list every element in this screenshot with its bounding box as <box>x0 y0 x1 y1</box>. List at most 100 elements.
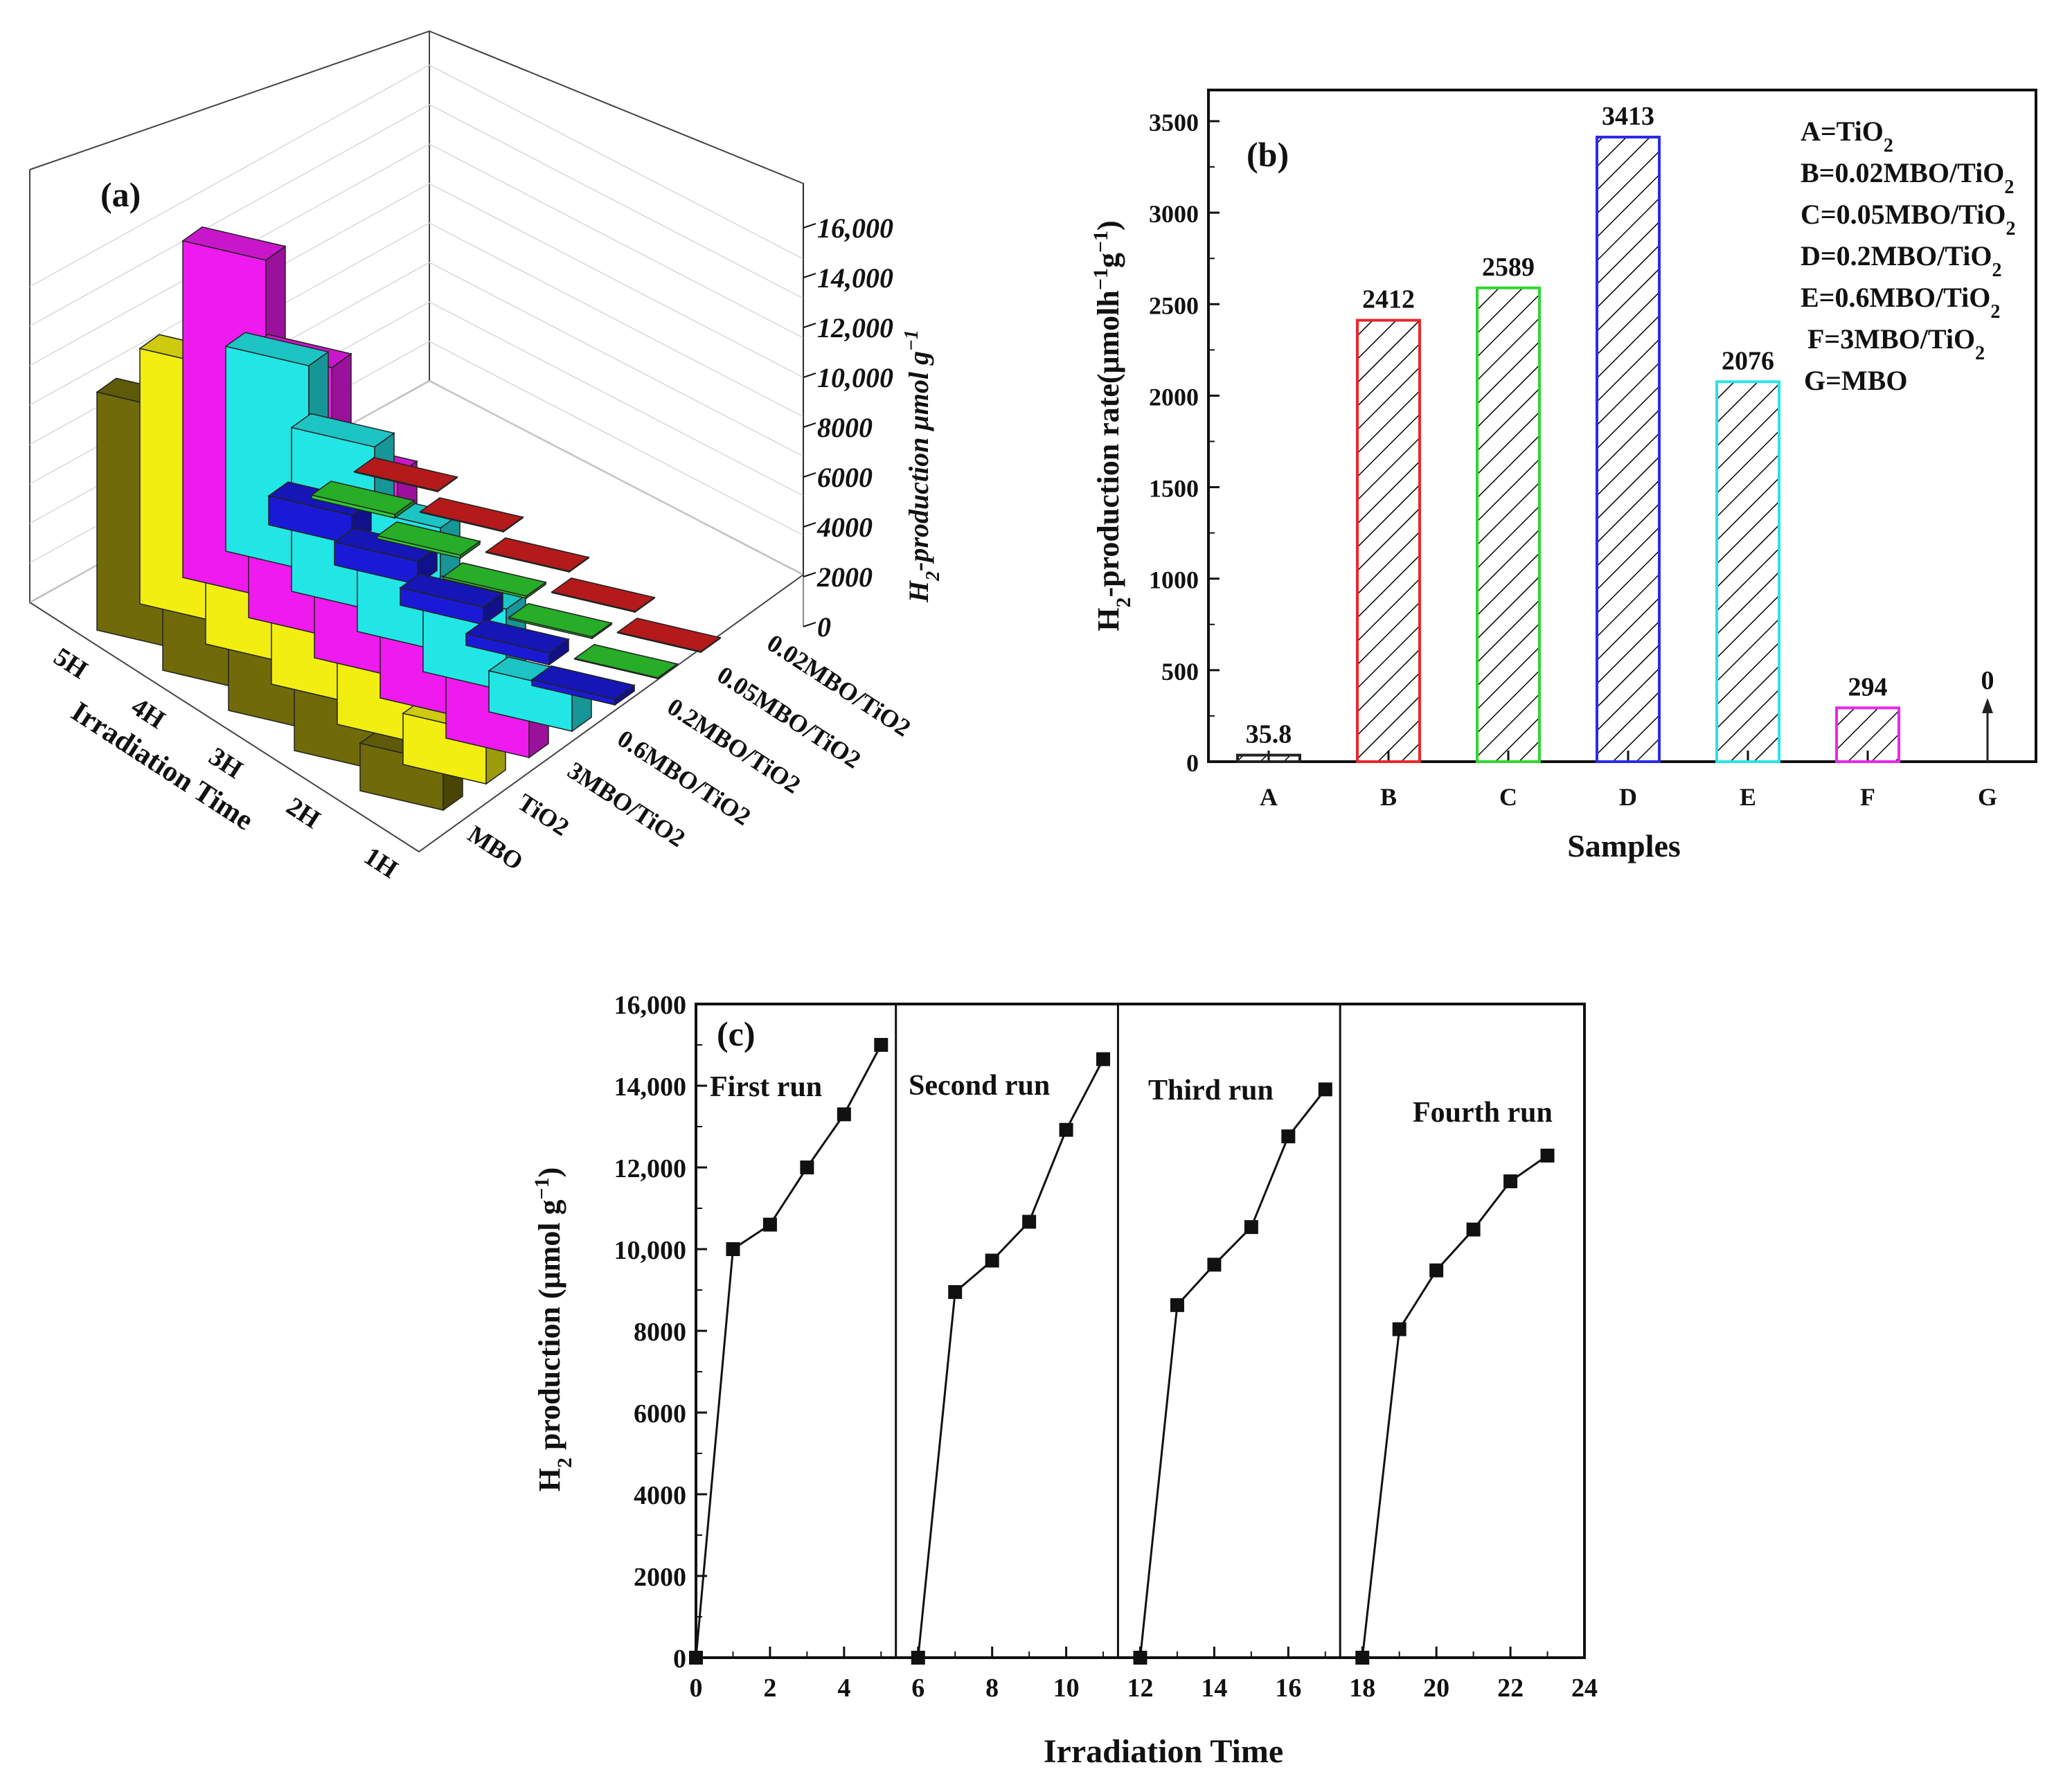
panel-b-legend-sub: 2 <box>1992 260 2002 281</box>
panel-c-data-point <box>1429 1263 1444 1278</box>
panel-a-z-tick <box>803 472 816 478</box>
panel-a-bar-top <box>551 577 656 612</box>
panel-c-x-tick-label: 6 <box>911 1674 925 1703</box>
panel-a-z-tick-label: 8000 <box>817 412 873 443</box>
panel-c-data-point <box>874 1038 888 1052</box>
panel-c-data-point <box>1133 1651 1147 1665</box>
panel-c-axis-ticks: 0 2 4 6 8 10 12 14 16 18 20 22 240200040006000800010… <box>614 991 1598 1703</box>
panel-a-z-tick-label: 2000 <box>816 562 873 593</box>
panel-c-y-tick-label: 16,000 <box>614 991 687 1020</box>
panel-b-legend-sub: 2 <box>1975 343 1985 364</box>
panel-a-bar-top <box>224 332 330 366</box>
panel-c-data-point <box>1022 1215 1037 1229</box>
panel-a-bar-top <box>399 573 504 608</box>
panel-a-z-tick-label: 14,000 <box>817 262 893 294</box>
panel-c-data-point <box>837 1107 851 1122</box>
panel-c-series-line <box>1361 1154 1548 1658</box>
panel-c-series: First run Second run Third run Fourth run <box>689 1004 1555 1665</box>
panel-b-bar <box>1476 286 1541 763</box>
panel-c-data-point <box>1466 1222 1481 1237</box>
panel-a-time-label: 2H <box>281 791 325 834</box>
panel-b-bar <box>1715 380 1780 763</box>
panel-a-side-gridline <box>429 222 804 418</box>
panel-b-bar <box>1835 706 1900 763</box>
panel-c-x-tick-label: 2 <box>763 1674 776 1703</box>
panel-b-legend-text: A=TiO <box>1801 116 1884 147</box>
panel-b-y-title-main: H <box>1091 607 1125 631</box>
panel-b-bar <box>1596 135 1661 763</box>
panel-b-y-title-sup2: −1 <box>1089 231 1112 253</box>
panel-a-z-tick <box>803 223 816 229</box>
panel-a-bars <box>96 226 722 812</box>
panel-a-side-gridline <box>429 143 804 339</box>
panel-b-y-title-sup1: −1 <box>1089 268 1112 290</box>
panel-a-bar-top <box>310 481 416 515</box>
panel-a-bar-top <box>530 665 636 700</box>
panel-c-data-point <box>1170 1298 1184 1312</box>
panel-c-x-tick-label: 10 <box>1053 1674 1080 1703</box>
panel-a-z-title-rest: -production μmol g <box>903 351 934 571</box>
panel-c-data-point <box>911 1651 925 1665</box>
panel-c-y-tick-label: 0 <box>673 1645 686 1674</box>
panel-b-value-label: 0 <box>1981 666 1994 695</box>
panel-c-y-tick-label: 10,000 <box>614 1236 687 1265</box>
panel-c-label: (c) <box>717 1014 756 1053</box>
panel-c-x-tick-label: 16 <box>1275 1674 1301 1703</box>
panel-b-legend-item: B=0.02MBO/TiO2 <box>1801 157 2014 198</box>
panel-b-y-tick-label: 1500 <box>1149 475 1199 503</box>
panel-a-bar-top <box>376 521 481 556</box>
panel-c-x-tick-label: 24 <box>1571 1674 1598 1703</box>
panel-b-y-title-rest2: g <box>1091 253 1125 268</box>
panel-b-value-label: 2412 <box>1362 285 1415 314</box>
panel-a-time-label: 1H <box>359 841 403 884</box>
panel-c-series-line <box>695 1044 882 1658</box>
panel-c-x-tick-label: 0 <box>690 1674 703 1703</box>
panel-c-data-point <box>800 1161 814 1174</box>
panel-c-y-tick-label: 12,000 <box>614 1154 687 1183</box>
panel-c-y-title-rest: production (μmol g <box>533 1200 566 1458</box>
panel-c-series-label: Second run <box>909 1070 1050 1102</box>
panel-b-legend-sub: 2 <box>2006 218 2016 240</box>
panel-c-y-tick-label: 8000 <box>634 1318 686 1347</box>
panel-b-legend: A=TiO2B=0.02MBO/TiO2C=0.05MBO/TiO2D=0.2M… <box>1801 116 2016 396</box>
panel-c-x-tick-label: 14 <box>1201 1674 1227 1703</box>
panel-c-data-point <box>985 1253 999 1268</box>
panel-a-z-title-main: H <box>903 580 934 603</box>
panel-a-side-gridline <box>429 262 804 457</box>
panel-c-data-point <box>1540 1148 1555 1163</box>
panel-c-y-tick-label: 4000 <box>634 1481 686 1510</box>
panel-a-z-tick <box>803 522 816 528</box>
panel-a-z-tick <box>803 323 816 328</box>
panel-b-legend-text: F=3MBO/TiO <box>1807 323 1975 355</box>
panel-b-legend-sub: 2 <box>1884 135 1893 156</box>
panel-c-y-axis-title: H2 production (μmol g−1) <box>530 1167 576 1492</box>
panel-b-x-tick-label: B <box>1380 783 1397 811</box>
panel-c-y-tick-label: 2000 <box>634 1563 686 1592</box>
panel-a-bar-top <box>419 497 524 532</box>
panel-c-data-point <box>689 1651 703 1665</box>
panel-a-side-gridline <box>429 341 804 536</box>
panel-a-side-gridline <box>429 301 804 496</box>
panel-b-y-tick-label: 0 <box>1186 749 1199 777</box>
panel-c-x-axis-title: Irradiation Time <box>1044 1733 1283 1770</box>
panel-c-data-point <box>726 1242 740 1256</box>
panel-b-x-tick-label: G <box>1978 783 1997 811</box>
panel-b-bars: 35.8 2412 2589 3413 2076 294 0 <box>1236 102 1994 764</box>
panel-a-bar-top <box>573 644 679 679</box>
panel-a-z-tick-label: 6000 <box>817 462 873 493</box>
panel-b-y-title-rest3: ) <box>1091 220 1125 231</box>
panel-b-x-axis-title: Samples <box>1567 828 1681 863</box>
panel-c-y-title-end: ) <box>533 1167 566 1178</box>
panel-c-series-label: First run <box>710 1071 822 1103</box>
panel-c-x-tick-label: 4 <box>837 1674 850 1703</box>
panel-a-sample-label: MBO <box>463 820 528 875</box>
panel-a-bar-top <box>508 602 613 638</box>
panel-b-axis-ticks: 0 500 1000 1500 2000 2500 3000 3500 A B C D E F G <box>1149 109 1997 811</box>
panel-a-bar-top <box>290 413 395 448</box>
panel-c-series-label: Fourth run <box>1413 1097 1553 1129</box>
panel-a-z-tick <box>803 622 816 627</box>
panel-c-data-point <box>1244 1220 1258 1235</box>
panel-c-y-tick-label: 14,000 <box>614 1073 687 1102</box>
panel-b-y-tick-label: 2000 <box>1149 383 1199 411</box>
panel-b-legend-item: F=3MBO/TiO2 <box>1807 323 1985 364</box>
